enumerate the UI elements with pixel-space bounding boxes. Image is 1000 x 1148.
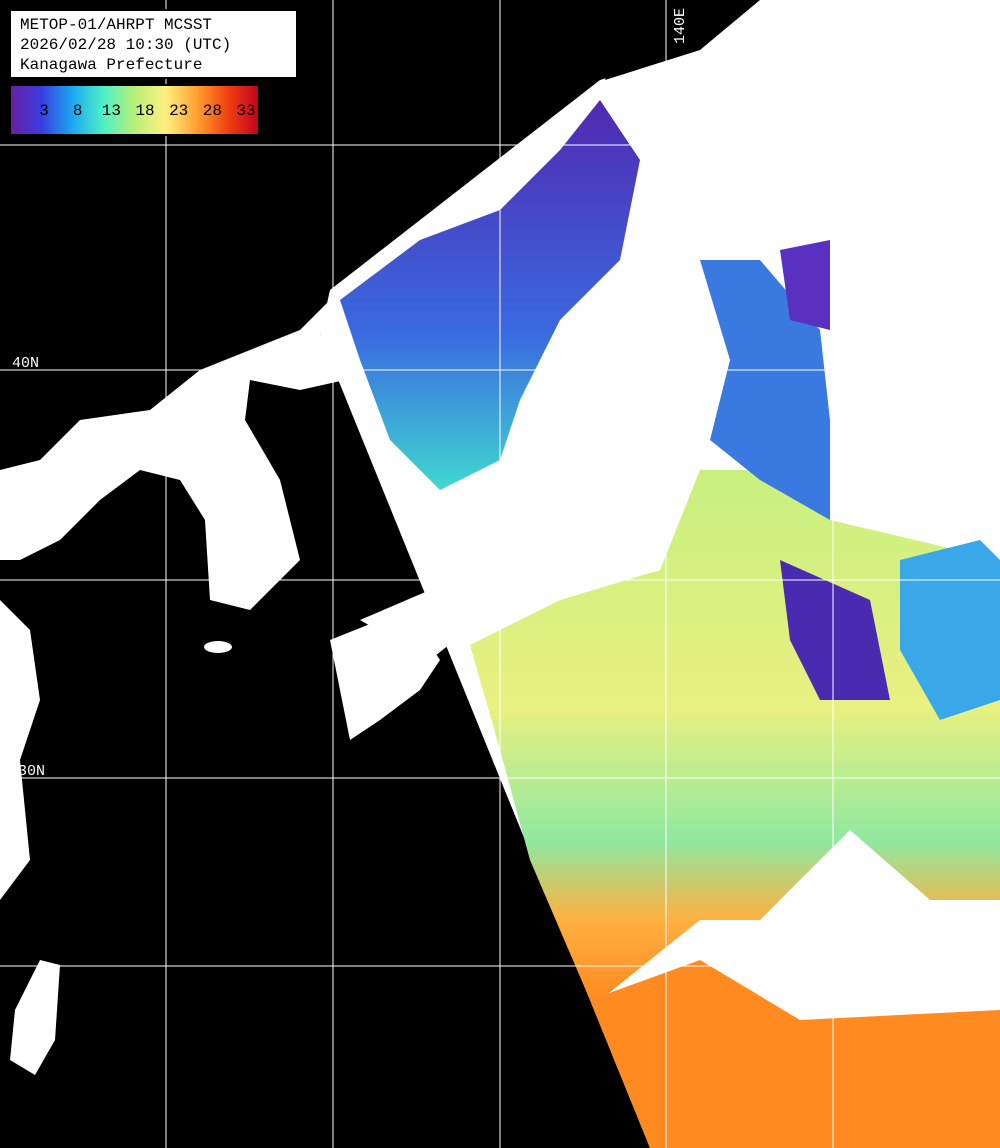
colorbar-ticks: 3 8 13 18 23 28 33 (39, 102, 255, 120)
colorbar-tick-label: 18 (135, 102, 154, 120)
colorbar (9, 84, 260, 136)
header-box (9, 9, 298, 79)
lon-label: 140E (672, 8, 689, 44)
sst-cold-eddy (780, 560, 890, 700)
sst-kuril (780, 240, 830, 330)
outside-swath (605, 0, 750, 80)
colorbar-tick-label: 33 (236, 102, 255, 120)
taiwan (10, 960, 60, 1075)
header-line: METOP-01/AHRPT MCSST (20, 16, 212, 34)
sst-pacific-north (700, 260, 830, 520)
sst-east (900, 540, 1000, 720)
lat-label: 40N (12, 355, 39, 372)
jeju (204, 641, 232, 653)
lat-label: 30N (18, 763, 45, 780)
honshu-west (360, 590, 470, 660)
colorbar-tick-label: 23 (169, 102, 188, 120)
china-coast (0, 600, 40, 900)
sst-japan-sea (340, 100, 640, 490)
colorbar-tick-label: 13 (102, 102, 121, 120)
korea-china-land (0, 300, 345, 610)
colorbar-tick-label: 8 (73, 102, 83, 120)
colorbar-tick-label: 28 (203, 102, 222, 120)
header-line: 2026/02/28 10:30 (UTC) (20, 36, 231, 54)
sst-kuroshio (590, 960, 1000, 1148)
header-line: Kanagawa Prefecture (20, 56, 202, 74)
colorbar-tick-label: 3 (39, 102, 49, 120)
